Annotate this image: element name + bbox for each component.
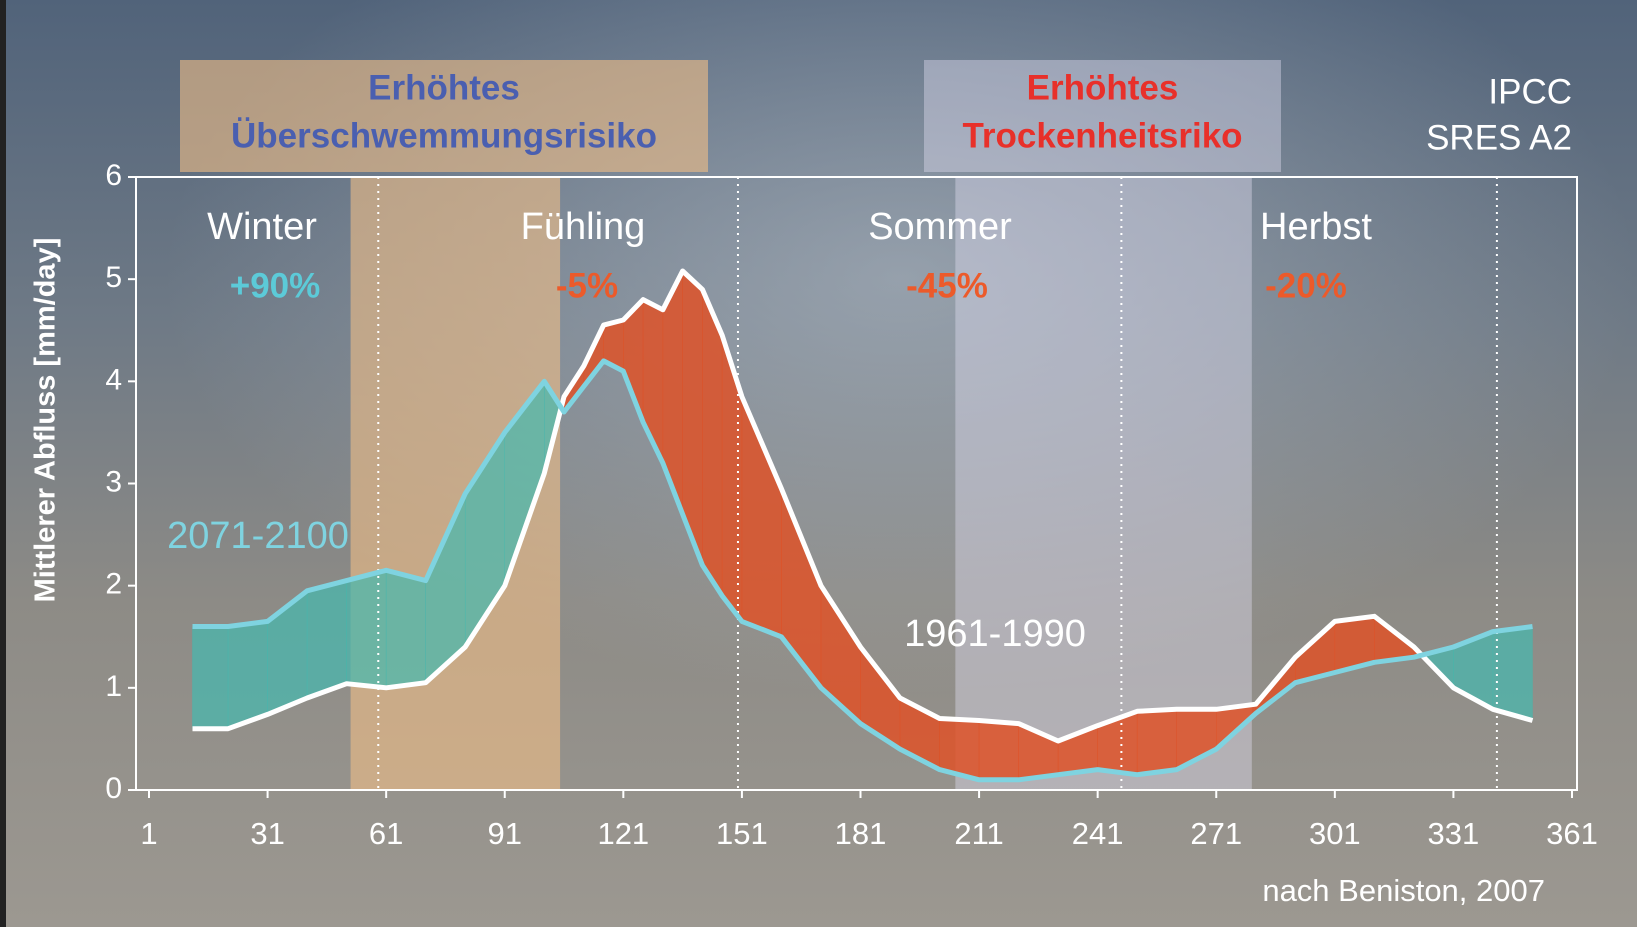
- difference-fill: [978, 720, 1019, 781]
- difference-fill: [192, 626, 229, 729]
- x-tick-label: 1: [140, 816, 157, 851]
- season-name: Fühling: [521, 206, 646, 248]
- difference-fill: [346, 570, 387, 689]
- x-tick-label: 211: [954, 816, 1003, 851]
- x-tick-label: 271: [1190, 816, 1242, 851]
- difference-fill: [1492, 626, 1533, 721]
- x-tick-label: 301: [1309, 816, 1361, 851]
- season-name: Winter: [207, 206, 317, 248]
- scenario-note: IPCC: [1488, 72, 1572, 111]
- season-change: -20%: [1265, 266, 1347, 305]
- source-note: nach Beniston, 2007: [1262, 873, 1545, 908]
- series-line: [192, 268, 1534, 744]
- x-tick-label: 241: [1072, 816, 1124, 851]
- risk-band: [955, 177, 1252, 790]
- risk-header-box: [924, 60, 1281, 172]
- y-tick-label: 4: [105, 363, 122, 396]
- series-line: [192, 358, 1533, 783]
- risk-header-text: Erhöhtes: [368, 68, 520, 107]
- x-tick-label: 331: [1428, 816, 1480, 851]
- y-tick-label: 1: [105, 670, 122, 703]
- difference-fill: [306, 580, 347, 699]
- difference-fill: [1136, 709, 1177, 775]
- x-tick-label: 151: [716, 816, 768, 851]
- risk-header-text: Überschwemmungsrisiko: [231, 116, 657, 155]
- y-tick-label: 5: [105, 261, 122, 294]
- y-tick-label: 2: [105, 568, 122, 601]
- difference-fill: [385, 570, 426, 689]
- season-change: +90%: [230, 266, 321, 305]
- difference-fill: [702, 289, 723, 597]
- y-tick-label: 6: [105, 159, 122, 192]
- series-label: 1961-1990: [904, 613, 1086, 655]
- x-tick-label: 61: [369, 816, 403, 851]
- y-tick-label: 0: [105, 772, 122, 805]
- risk-header-box: [180, 60, 708, 172]
- difference-fill: [227, 621, 268, 730]
- risk-header-text: Erhöhtes: [1027, 68, 1179, 107]
- x-tick-label: 31: [250, 816, 284, 851]
- y-tick-label: 3: [105, 465, 122, 498]
- risk-header-text: Trockenheitsriko: [962, 116, 1242, 155]
- season-change: -45%: [906, 266, 988, 305]
- left-edge: [0, 0, 6, 927]
- y-axis-label: Mittlerer Abfluss [mm/day]: [30, 238, 62, 603]
- season-name: Herbst: [1260, 206, 1372, 248]
- x-tick-label: 181: [835, 816, 887, 851]
- scenario-note: SRES A2: [1426, 118, 1572, 157]
- season-change: -5%: [556, 266, 618, 305]
- series-label: 2071-2100: [167, 515, 349, 557]
- x-tick-label: 91: [488, 816, 522, 851]
- x-tick-label: 361: [1546, 816, 1598, 851]
- season-name: Sommer: [868, 206, 1012, 248]
- x-tick-label: 121: [597, 816, 649, 851]
